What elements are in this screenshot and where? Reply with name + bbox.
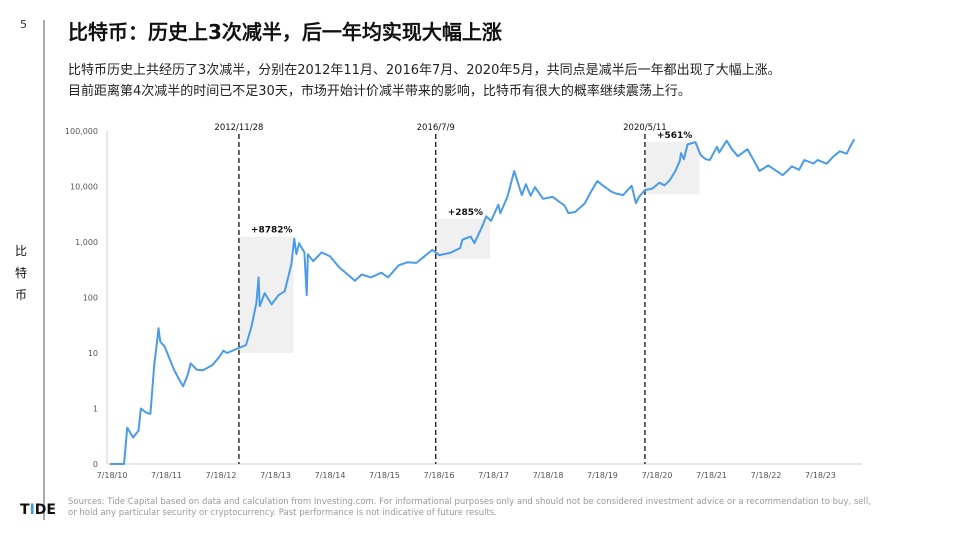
y-tick-label: 100,000 <box>65 127 98 136</box>
y-tick-label: 1 <box>93 405 98 414</box>
halving-date-label-3: 2020/5/11 <box>623 123 667 133</box>
x-tick-label: 7/18/16 <box>424 471 455 480</box>
gain-label-2: +285% <box>448 208 483 218</box>
x-tick-label: 7/18/14 <box>315 471 346 480</box>
divider-line <box>43 20 45 520</box>
x-tick-label: 7/18/20 <box>642 471 673 480</box>
x-tick-label: 7/18/18 <box>533 471 564 480</box>
subtitle-line-2: 目前距离第4次减半的时间已不足30天，市场开始计价减半带来的影响，比特币有很大的… <box>68 84 691 99</box>
x-tick-label: 7/18/23 <box>805 471 836 480</box>
x-tick-label: 7/18/10 <box>97 471 128 480</box>
footnote: Sources: Tide Capital based on data and … <box>68 497 871 518</box>
gain-label-3: +561% <box>657 131 692 141</box>
x-tick-label: 7/18/15 <box>369 471 400 480</box>
halving-date-label-2: 2016/7/9 <box>417 123 455 133</box>
page-number: 5 <box>20 18 27 31</box>
gain-label-1: +8782% <box>251 226 293 236</box>
tide-logo: TIDE <box>20 502 56 518</box>
y-tick-label: 10,000 <box>70 183 98 192</box>
shaded-region-3 <box>644 142 700 195</box>
btc-price-line <box>110 138 856 465</box>
x-tick-label: 7/18/11 <box>151 471 182 480</box>
x-tick-label: 7/18/19 <box>587 471 618 480</box>
y-axis-label: 比特币 <box>14 244 27 302</box>
y-tick-label: 0 <box>93 460 98 469</box>
y-tick-label: 10 <box>88 349 98 358</box>
x-tick-label: 7/18/13 <box>260 471 291 480</box>
x-tick-label: 7/18/21 <box>696 471 727 480</box>
y-tick-label: 1,000 <box>75 238 98 247</box>
y-tick-label: 100 <box>83 294 98 303</box>
x-tick-label: 7/18/12 <box>206 471 237 480</box>
subtitle-line-1: 比特币历史上共经历了3次减半，分别在2012年11月、2016年7月、2020年… <box>68 63 781 78</box>
x-tick-label: 7/18/17 <box>478 471 509 480</box>
page-title: 比特币：历史上3次减半，后一年均实现大幅上涨 <box>68 20 502 44</box>
halving-date-label-1: 2012/11/28 <box>214 123 263 133</box>
x-tick-label: 7/18/22 <box>751 471 782 480</box>
